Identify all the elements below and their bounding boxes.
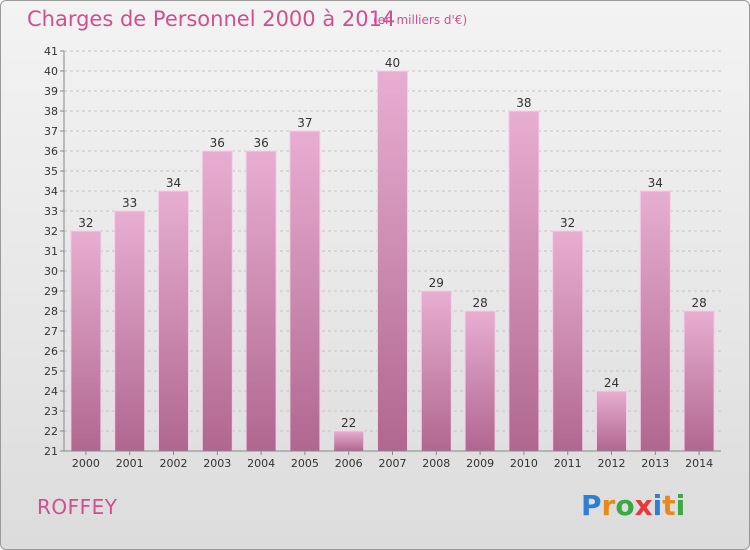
logo-letter: P xyxy=(581,489,602,522)
chart-title: Charges de Personnel 2000 à 2014 xyxy=(27,7,396,31)
logo-letter: i xyxy=(652,489,663,522)
value-label-2009: 28 xyxy=(472,296,487,310)
bar-2007[interactable] xyxy=(377,70,408,452)
value-label-2004: 36 xyxy=(253,136,268,150)
chart-subtitle: (en milliers d'€) xyxy=(373,13,468,27)
x-tick-label-2014: 2014 xyxy=(685,457,713,470)
value-label-2001: 33 xyxy=(122,196,137,210)
x-tick-label-2011: 2011 xyxy=(554,457,582,470)
labels: 21 22 23 24 25 26 27 28 29 30 31 32 33 34 35 36 37 38 39 40… xyxy=(44,45,713,470)
logo-letter: o xyxy=(615,489,635,522)
x-tick-label-2013: 2013 xyxy=(641,457,669,470)
value-label-2010: 38 xyxy=(516,96,531,110)
bar-2006[interactable] xyxy=(333,430,365,452)
value-label-2006: 22 xyxy=(341,416,356,430)
x-tick-label-2003: 2003 xyxy=(203,457,231,470)
x-tick-label-2002: 2002 xyxy=(160,457,188,470)
y-tick-label: 31 xyxy=(44,245,58,258)
y-tick-label: 41 xyxy=(44,45,58,58)
y-tick-label: 28 xyxy=(44,305,58,318)
value-label-2012: 24 xyxy=(604,376,619,390)
axes xyxy=(60,50,721,455)
bar-2003[interactable] xyxy=(201,150,233,452)
bar-2002[interactable] xyxy=(158,190,189,452)
y-tick-label: 22 xyxy=(44,425,58,438)
y-tick-label: 29 xyxy=(44,285,58,298)
value-label-2013: 34 xyxy=(648,176,663,190)
commune-name: ROFFEY xyxy=(37,495,118,519)
x-tick-label-2001: 2001 xyxy=(116,457,144,470)
y-tick-label: 35 xyxy=(44,165,58,178)
y-tick-label: 36 xyxy=(44,145,58,158)
bar-2001[interactable] xyxy=(114,210,146,452)
x-tick-label-2009: 2009 xyxy=(466,457,494,470)
value-label-2003: 36 xyxy=(210,136,225,150)
x-tick-label-2000: 2000 xyxy=(72,457,100,470)
bar-2009[interactable] xyxy=(464,310,496,452)
bar-2013[interactable] xyxy=(639,190,671,452)
x-tick-label-2010: 2010 xyxy=(510,457,538,470)
bar-2011[interactable] xyxy=(552,230,584,452)
bar-2000[interactable] xyxy=(70,230,102,452)
bar-2004[interactable] xyxy=(245,150,277,452)
value-label-2002: 34 xyxy=(166,176,181,190)
x-tick-label-2012: 2012 xyxy=(598,457,626,470)
value-label-2005: 37 xyxy=(297,116,312,130)
y-tick-label: 24 xyxy=(44,385,58,398)
value-label-2011: 32 xyxy=(560,216,575,230)
value-label-2000: 32 xyxy=(78,216,93,230)
bar-2008[interactable] xyxy=(420,290,452,452)
y-tick-label: 34 xyxy=(44,185,58,198)
y-tick-label: 27 xyxy=(44,325,58,338)
y-tick-label: 33 xyxy=(44,205,58,218)
x-tick-label-2005: 2005 xyxy=(291,457,319,470)
y-tick-label: 32 xyxy=(44,225,58,238)
bar-2010[interactable] xyxy=(508,110,540,452)
bar-2005[interactable] xyxy=(289,130,321,452)
y-tick-label: 30 xyxy=(44,265,58,278)
y-tick-label: 39 xyxy=(44,85,58,98)
logo-letter: i xyxy=(675,489,686,522)
proxiti-logo[interactable]: Proxiti xyxy=(581,489,685,522)
x-tick-label-2004: 2004 xyxy=(247,457,275,470)
bar-2012[interactable] xyxy=(596,390,627,452)
value-label-2014: 28 xyxy=(691,296,706,310)
logo-letter: t xyxy=(662,489,676,522)
y-tick-label: 25 xyxy=(44,365,58,378)
value-label-2008: 29 xyxy=(429,276,444,290)
logo-letter: r xyxy=(601,489,616,522)
y-tick-label: 38 xyxy=(44,105,58,118)
x-tick-label-2006: 2006 xyxy=(335,457,363,470)
y-tick-label: 40 xyxy=(44,65,58,78)
bar-2014[interactable] xyxy=(683,310,715,452)
x-tick-label-2007: 2007 xyxy=(379,457,407,470)
y-tick-label: 23 xyxy=(44,405,58,418)
x-tick-label-2008: 2008 xyxy=(422,457,450,470)
y-tick-label: 26 xyxy=(44,345,58,358)
value-label-2007: 40 xyxy=(385,56,400,70)
logo-letter: x xyxy=(634,489,653,522)
bars xyxy=(70,70,715,452)
y-tick-label: 37 xyxy=(44,125,58,138)
y-tick-label: 21 xyxy=(44,445,58,458)
